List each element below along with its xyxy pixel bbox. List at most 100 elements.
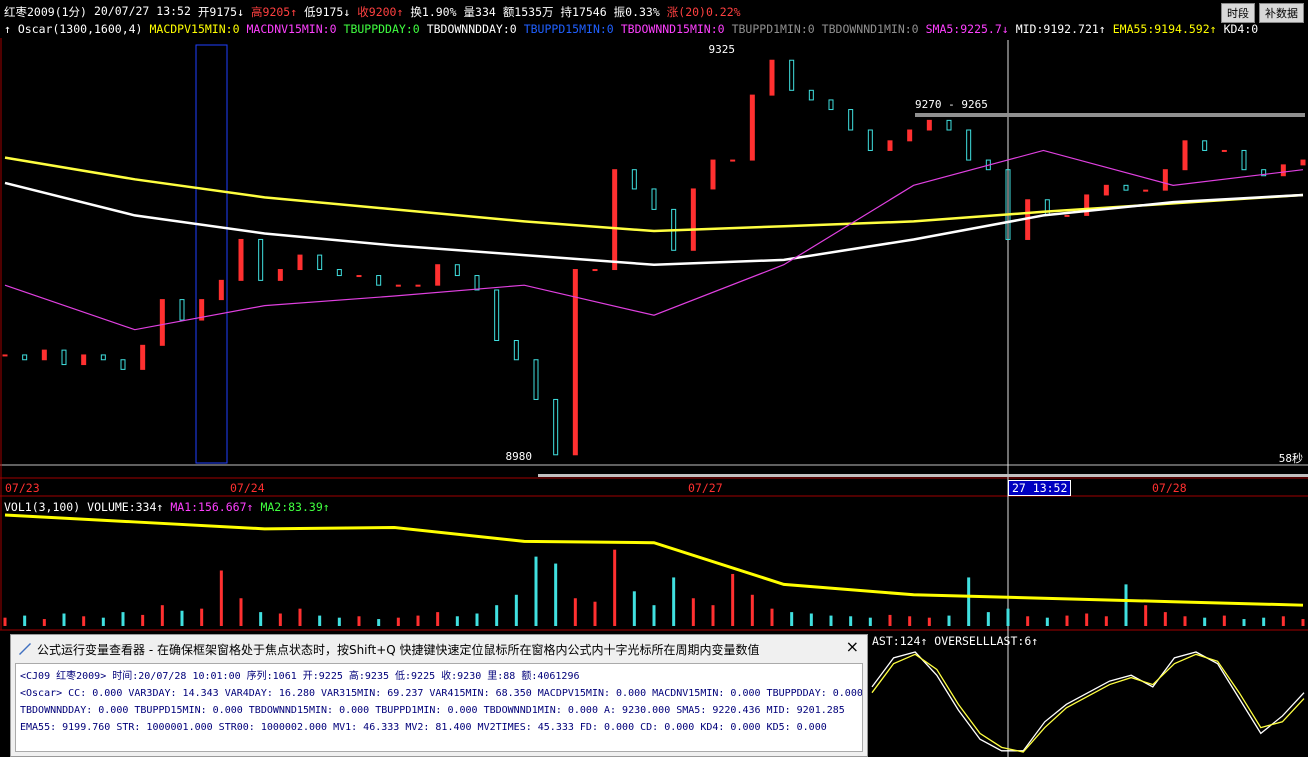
volume-bar [357,616,361,626]
volume-bar [298,608,302,626]
candle [1005,169,1011,240]
candle [1300,159,1306,166]
quote-field: 振0.33% [613,5,660,19]
date-label: 07/23 [5,481,40,495]
volume-bar [495,605,499,626]
candle [81,354,87,366]
dialog-body: <CJ09 红枣2009> 时间:20/07/28 10:01:00 序列:10… [15,663,863,752]
indicator-value: ↑ Oscar(1300,1600,4) [4,22,143,36]
volume-bar [1006,608,1010,626]
quote-field: 低9175↓ [304,5,351,19]
candle [336,269,342,277]
volume-bar [436,612,440,626]
candle [317,254,323,271]
volume-bar [1104,616,1108,626]
volume-bar [1124,584,1128,626]
candle [769,59,775,96]
volume-bar [416,615,420,626]
dialog-icon [19,643,31,655]
quote-field: 持17546 [560,5,607,19]
volume-bar [259,612,263,626]
volume-bar [318,615,322,626]
volume-bar [1045,617,1049,626]
candle [867,129,873,151]
dialog-line: <CJ09 红枣2009> 时间:20/07/28 10:01:00 序列:10… [20,671,580,682]
candle [946,119,952,131]
volume-bar [475,613,479,626]
indicator-value: MACDPV15MIN:0 [149,22,240,36]
candle [61,349,67,366]
candle [533,359,539,400]
indicator-value: KD4:0 [1223,22,1259,36]
candle [454,264,460,277]
indicator-value: TBDOWNND1MIN:0 [821,22,919,36]
volume-bar [711,605,715,626]
date-label: 07/28 [1152,481,1187,495]
quote-field: 20/07/27 13:52 [93,4,191,18]
candle [553,398,559,456]
indicator-value: TBDOWNND15MIN:0 [620,22,725,36]
volume-bar [554,563,558,626]
volume-bar [613,549,617,626]
candle [513,340,519,361]
candle [1103,184,1109,196]
candle [828,99,834,111]
close-button[interactable]: × [845,637,859,656]
candle [1202,140,1208,151]
candle [1221,149,1227,152]
oscillator-line [871,653,1305,753]
candle [2,354,8,357]
quote-field: 红枣2009(1分) [4,5,87,19]
quote-field: 开9175↓ [197,5,245,19]
volume-bar [121,612,125,626]
candle [435,264,441,286]
indicator-value: MACDNV15MIN:0 [246,22,337,36]
volume-bar [731,573,735,626]
volume-bar [278,613,282,626]
candle [1182,140,1188,171]
volume-bar [200,608,204,626]
volume-bar [868,617,872,626]
dialog-line: <Oscar> CC: 0.000 VAR3DAY: 14.343 VAR4DA… [20,688,863,699]
indicator-value: SMA5:9225.7↓ [925,22,1009,36]
toolbar-button[interactable]: 时段 [1221,3,1255,23]
volume-bar [62,613,66,626]
selection-box [195,44,228,464]
volume-bar [790,612,794,626]
volume-value: VOLUME:334↑ [87,500,164,514]
candle [966,129,972,161]
volume-bar [455,616,459,626]
quote-header: 红枣2009(1分) 20/07/27 13:52 开9175↓ 高9205↑ 低917… [4,4,741,20]
candle [140,344,146,370]
volume-bar [219,570,223,626]
volume-bar [573,598,577,626]
indicator-value: TBUPPD1MIN:0 [731,22,815,36]
candle [749,94,755,161]
toolbar-button[interactable]: 补数据 [1259,3,1304,23]
quote-field: 涨(20)0.22% [666,5,741,19]
volume-bar [1085,613,1089,626]
volume-bar [3,617,7,626]
candle [572,269,578,456]
volume-bar [652,605,656,626]
moving-average [4,156,1304,233]
candle [907,129,913,142]
volume-bar [23,615,27,626]
volume-bar [1222,615,1226,626]
volume-bar [514,594,518,626]
indicator-value: TBUPPD15MIN:0 [523,22,614,36]
timer: 58秒 [1279,451,1303,465]
volume-bar [672,577,676,626]
quote-field: 额1535万 [502,5,554,19]
candle [1261,169,1267,177]
crosshair-time: 27 13:52 [1008,480,1072,496]
moving-average [4,181,1304,266]
candle [926,119,932,131]
volume-bar [534,556,538,626]
volume-bar [239,598,243,626]
dialog-line: EMA55: 9199.760 STR: 1000001.000 STR00: … [20,722,827,733]
candle [1084,194,1090,216]
volume-bar [1065,615,1069,626]
candle [592,269,598,272]
